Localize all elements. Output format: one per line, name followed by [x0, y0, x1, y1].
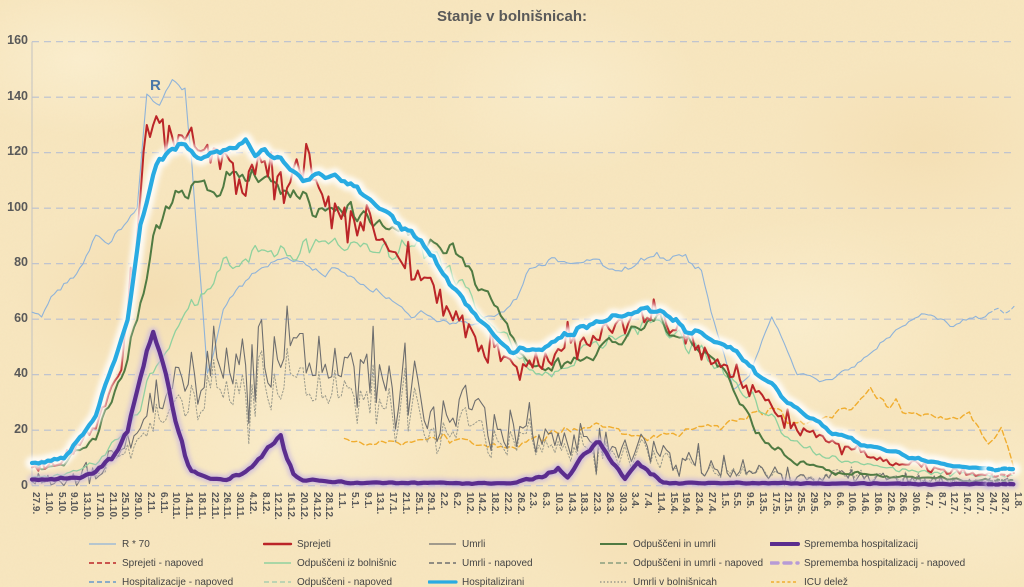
svg-text:R: R — [150, 77, 161, 94]
